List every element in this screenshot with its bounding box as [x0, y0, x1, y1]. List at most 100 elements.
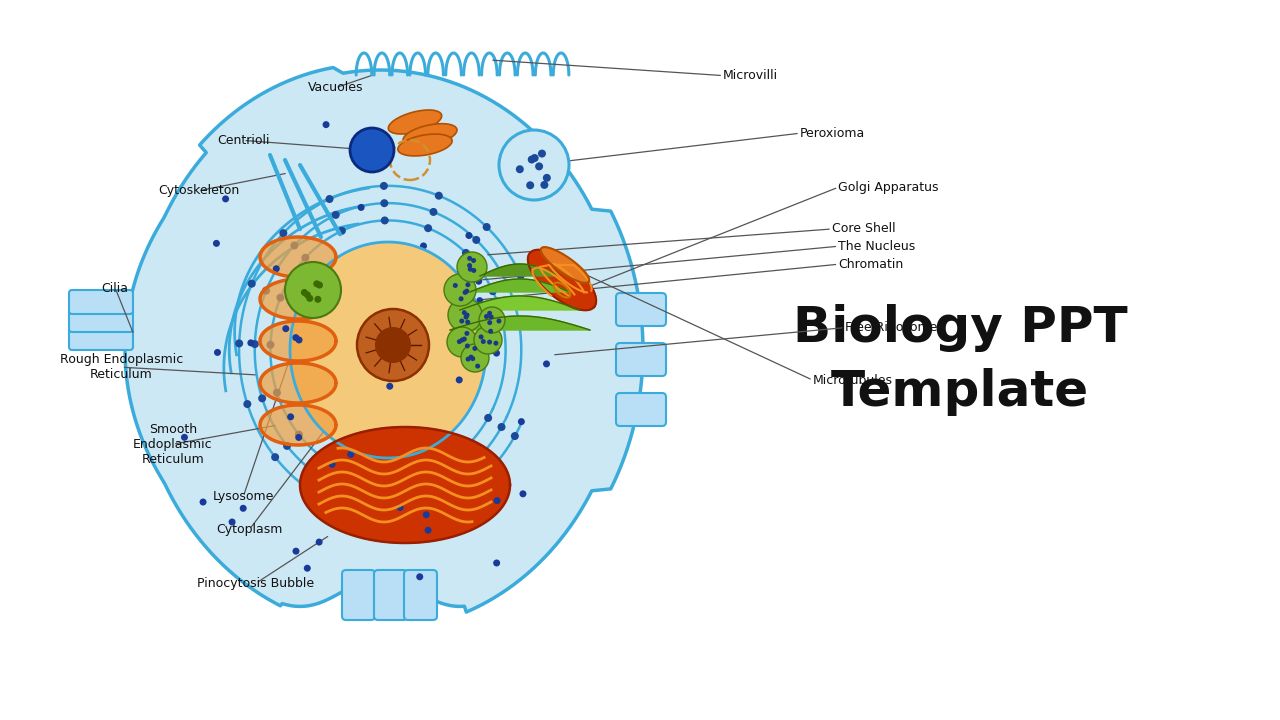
Circle shape	[279, 229, 287, 237]
FancyBboxPatch shape	[616, 293, 666, 326]
Polygon shape	[300, 427, 509, 543]
Circle shape	[467, 266, 472, 271]
Circle shape	[273, 265, 280, 272]
Circle shape	[349, 128, 394, 172]
Circle shape	[488, 340, 492, 345]
Circle shape	[517, 271, 525, 279]
Circle shape	[273, 389, 280, 397]
Circle shape	[538, 150, 547, 158]
Ellipse shape	[398, 134, 452, 156]
Circle shape	[453, 283, 458, 288]
Circle shape	[420, 487, 428, 495]
Circle shape	[493, 341, 498, 346]
Circle shape	[456, 377, 463, 384]
Circle shape	[516, 166, 524, 174]
Circle shape	[460, 338, 465, 343]
Circle shape	[266, 341, 274, 348]
Circle shape	[271, 453, 279, 461]
Circle shape	[475, 364, 480, 369]
Circle shape	[543, 361, 550, 367]
Text: Core Shell: Core Shell	[832, 222, 896, 235]
Circle shape	[494, 497, 500, 504]
FancyBboxPatch shape	[69, 308, 133, 332]
Circle shape	[315, 296, 321, 303]
Circle shape	[387, 383, 393, 390]
Circle shape	[468, 355, 474, 360]
Ellipse shape	[403, 124, 457, 146]
Polygon shape	[291, 242, 486, 458]
Circle shape	[239, 505, 247, 512]
Text: Microvilli: Microvilli	[723, 69, 778, 82]
Circle shape	[447, 327, 477, 357]
Circle shape	[520, 490, 526, 498]
Circle shape	[323, 476, 330, 484]
Circle shape	[296, 434, 302, 441]
Circle shape	[424, 504, 431, 513]
Circle shape	[462, 249, 470, 257]
Circle shape	[535, 163, 543, 171]
Circle shape	[489, 287, 497, 295]
Circle shape	[214, 349, 221, 356]
Text: Lysosome: Lysosome	[212, 490, 274, 503]
Circle shape	[435, 192, 443, 199]
Text: Smooth
Endoplasmic
Reticulum: Smooth Endoplasmic Reticulum	[133, 423, 212, 466]
Polygon shape	[527, 250, 596, 310]
Circle shape	[292, 334, 300, 341]
Polygon shape	[480, 264, 561, 276]
Circle shape	[461, 344, 489, 372]
Text: The Nucleus: The Nucleus	[838, 240, 915, 253]
Circle shape	[303, 564, 311, 572]
Circle shape	[488, 320, 493, 325]
Text: Cytoskeleton: Cytoskeleton	[157, 184, 239, 197]
Circle shape	[474, 477, 481, 485]
Circle shape	[479, 307, 506, 333]
Circle shape	[462, 310, 467, 315]
Circle shape	[371, 475, 379, 483]
Circle shape	[229, 518, 236, 526]
Circle shape	[259, 395, 266, 402]
Circle shape	[200, 498, 206, 505]
Circle shape	[301, 253, 310, 262]
Polygon shape	[470, 279, 570, 292]
Polygon shape	[541, 247, 589, 283]
Polygon shape	[260, 363, 335, 403]
Circle shape	[471, 258, 476, 263]
Circle shape	[323, 121, 329, 128]
Text: Pinocytosis Bubble: Pinocytosis Bubble	[197, 577, 315, 590]
Circle shape	[380, 217, 389, 225]
Circle shape	[416, 573, 424, 580]
Circle shape	[463, 315, 468, 320]
Text: Vacuoles: Vacuoles	[307, 81, 364, 94]
Circle shape	[503, 279, 511, 287]
Circle shape	[287, 413, 294, 420]
Circle shape	[527, 156, 536, 163]
Circle shape	[471, 268, 476, 273]
Circle shape	[540, 181, 548, 189]
Circle shape	[316, 282, 323, 289]
Circle shape	[467, 263, 472, 268]
Text: Microtubules: Microtubules	[813, 374, 893, 387]
Circle shape	[483, 223, 490, 231]
Circle shape	[475, 278, 483, 284]
Circle shape	[466, 356, 471, 361]
Circle shape	[283, 325, 289, 332]
Circle shape	[180, 434, 188, 441]
Circle shape	[457, 339, 462, 344]
Circle shape	[296, 336, 302, 343]
Circle shape	[465, 320, 470, 325]
Circle shape	[488, 311, 492, 316]
Circle shape	[422, 511, 430, 518]
Circle shape	[497, 318, 502, 323]
Circle shape	[315, 491, 323, 499]
Circle shape	[518, 418, 525, 425]
Circle shape	[448, 298, 483, 332]
Circle shape	[301, 289, 308, 296]
Circle shape	[493, 350, 500, 356]
Circle shape	[466, 232, 472, 239]
Polygon shape	[451, 316, 590, 330]
Circle shape	[465, 331, 470, 336]
Text: Free Ribosome: Free Ribosome	[845, 321, 937, 334]
Circle shape	[247, 339, 255, 346]
Circle shape	[283, 442, 291, 450]
Circle shape	[357, 309, 429, 381]
